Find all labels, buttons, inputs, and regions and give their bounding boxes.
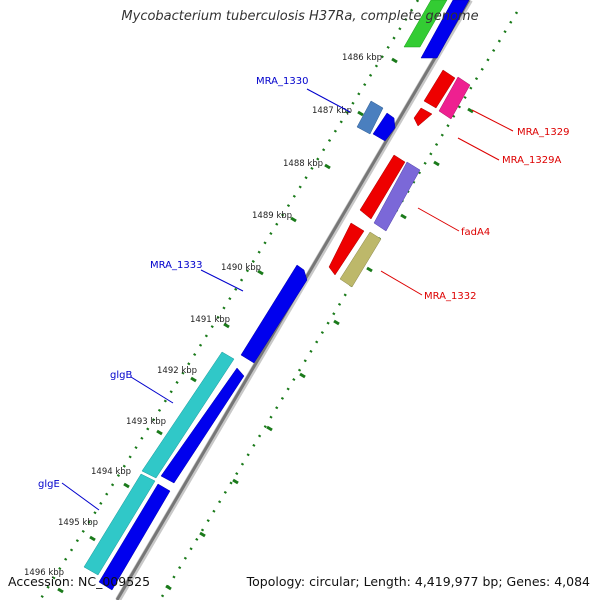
- leader-MRA_1332: [380, 270, 423, 296]
- tick-1496: [57, 587, 64, 594]
- tick-label-1489: 1489 kbp: [252, 211, 292, 221]
- leader-fadA4: [417, 207, 460, 232]
- leader-MRA_1329: [471, 109, 514, 132]
- tick-1493: [156, 429, 163, 436]
- label-MRA_1333[interactable]: MRA_1333: [150, 260, 202, 271]
- leader-glgB: [130, 376, 174, 404]
- genome-title: Mycobacterium tuberculosis H37Ra, comple…: [121, 9, 479, 24]
- tick-label-1486: 1486 kbp: [342, 53, 382, 63]
- label-glgB[interactable]: glgB: [110, 370, 132, 381]
- accession-text: Accession: NC_009525: [8, 574, 151, 589]
- gene-MRA_1330-arrow[interactable]: [372, 112, 396, 142]
- label-glgE[interactable]: glgE: [38, 479, 60, 490]
- label-MRA_1332[interactable]: MRA_1332: [424, 291, 476, 302]
- tick-1488: [324, 163, 331, 170]
- tick-label-1487: 1487 kbp: [312, 106, 352, 116]
- tick-label-1492: 1492 kbp: [157, 366, 197, 376]
- outer-major-ticks: [165, 107, 474, 591]
- tick-label-1495: 1495 kbp: [58, 518, 98, 528]
- tick-1486: [391, 57, 398, 64]
- tick-label-1491: 1491 kbp: [190, 315, 230, 325]
- tick-1494: [123, 482, 130, 489]
- label-fadA4[interactable]: fadA4: [461, 227, 490, 238]
- gene-MRA_1329A[interactable]: [413, 107, 433, 127]
- gene-red-low[interactable]: [328, 222, 365, 276]
- top-gene-green[interactable]: [403, 0, 448, 48]
- leader-glgE: [61, 482, 100, 511]
- tick-1487: [357, 110, 364, 117]
- top-gene-blue[interactable]: [420, 0, 470, 59]
- tick-label-1496: 1496 kbp: [24, 568, 64, 578]
- leader-MRA_1330: [306, 88, 351, 113]
- inner-dotted-track: [38, 0, 420, 601]
- tick-1489: [290, 216, 297, 223]
- gene-MRA_1329[interactable]: [438, 76, 471, 120]
- tick-1491: [223, 322, 230, 329]
- leader-MRA_1329A: [457, 137, 500, 161]
- major-ticks: [57, 57, 398, 594]
- label-MRA_1329A[interactable]: MRA_1329A: [502, 155, 561, 166]
- topology-text: Topology: circular; Length: 4,419,977 bp…: [246, 574, 590, 589]
- tick-1490: [257, 269, 264, 276]
- gene-blue-long[interactable]: [160, 367, 245, 484]
- tick-1492: [190, 376, 197, 383]
- gene-MRA_1330-left[interactable]: [356, 100, 384, 135]
- leader-MRA_1333: [200, 269, 244, 292]
- gene-MRA_1332[interactable]: [339, 231, 382, 288]
- label-MRA_1329[interactable]: MRA_1329: [517, 127, 569, 138]
- tick-label-1488: 1488 kbp: [283, 159, 323, 169]
- outer-dotted-track: [158, 11, 519, 601]
- gene-blue-bottom[interactable]: [98, 483, 171, 591]
- gene-glgE[interactable]: [83, 473, 156, 576]
- label-MRA_1330[interactable]: MRA_1330: [256, 76, 308, 87]
- tick-label-1493: 1493 kbp: [126, 417, 166, 427]
- gene-fadA4[interactable]: [373, 161, 421, 232]
- gene-red-mid[interactable]: [359, 154, 406, 220]
- gene-red-top[interactable]: [423, 69, 456, 109]
- tick-label-1494: 1494 kbp: [91, 467, 131, 477]
- gene-glgB[interactable]: [141, 351, 235, 479]
- tick-label-1490: 1490 kbp: [221, 263, 261, 273]
- gene-MRA_1333[interactable]: [240, 264, 308, 364]
- tick-1495: [89, 535, 96, 542]
